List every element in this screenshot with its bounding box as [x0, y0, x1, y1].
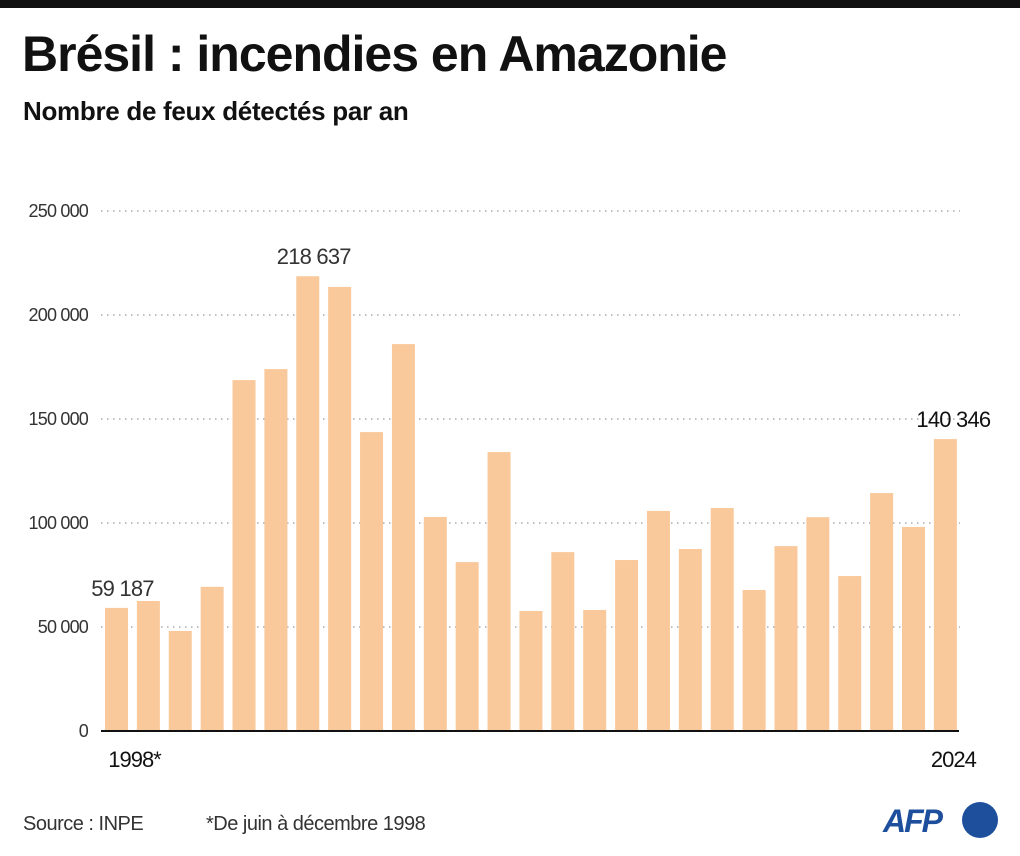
bar-2013	[583, 609, 607, 731]
chart-subtitle: Nombre de feux détectés par an	[23, 96, 409, 126]
y-tick-label: 0	[79, 721, 89, 741]
bar-2006	[360, 432, 384, 731]
y-tick-label: 100 000	[29, 513, 89, 533]
bar-2020	[806, 517, 830, 731]
footnote-text: *De juin à décembre 1998	[206, 813, 426, 835]
bar-2004	[296, 276, 320, 731]
bar-2018	[742, 589, 766, 731]
bar-2014	[615, 560, 639, 731]
bar-2019	[774, 546, 798, 731]
bar-2021	[838, 576, 862, 731]
bar-1999	[136, 601, 160, 731]
bar-2008	[423, 516, 447, 731]
bar-2017	[710, 508, 734, 731]
x-tick-label: 1998*	[108, 747, 162, 772]
y-tick-label: 150 000	[29, 409, 89, 429]
bar-chart: 0 50 000 100 000 150 000 200 000 250 000 1998…	[29, 201, 992, 772]
x-axis-ticks: 1998* 2024	[108, 747, 977, 772]
chart-title: Brésil : incendies en Amazonie	[22, 26, 727, 82]
afp-logo-dot-icon	[962, 802, 998, 838]
bar-1998	[105, 607, 128, 731]
bar-2003	[264, 369, 288, 731]
gridlines	[101, 210, 960, 628]
data-label: 59 187	[91, 576, 154, 601]
bar-2010	[487, 452, 511, 731]
y-axis-ticks: 0 50 000 100 000 150 000 200 000 250 000	[29, 201, 90, 741]
top-rule	[0, 0, 1020, 8]
bar-2009	[455, 562, 479, 731]
source-text: Source : INPE	[23, 813, 144, 835]
data-labels: 59 187 218 637 140 346	[91, 244, 991, 601]
bar-2002	[232, 380, 256, 731]
bar-2007	[391, 344, 415, 731]
bar-2024	[933, 439, 957, 731]
bar-2000	[168, 630, 192, 731]
bar-2011	[519, 610, 543, 731]
bars	[105, 276, 957, 731]
bar-2016	[678, 549, 702, 731]
x-tick-label: 2024	[931, 747, 977, 772]
afp-logo: AFP	[883, 801, 999, 841]
y-tick-label: 200 000	[29, 305, 89, 325]
y-tick-label: 50 000	[38, 617, 89, 637]
bar-2005	[328, 286, 352, 731]
bar-2015	[646, 510, 670, 731]
y-tick-label: 250 000	[29, 201, 89, 221]
bar-2012	[551, 552, 575, 731]
data-label: 218 637	[277, 244, 351, 269]
bar-2023	[902, 526, 925, 731]
data-label: 140 346	[916, 407, 990, 432]
bar-2001	[200, 586, 224, 731]
afp-logo-text: AFP	[883, 803, 943, 839]
bar-2022	[870, 493, 894, 731]
